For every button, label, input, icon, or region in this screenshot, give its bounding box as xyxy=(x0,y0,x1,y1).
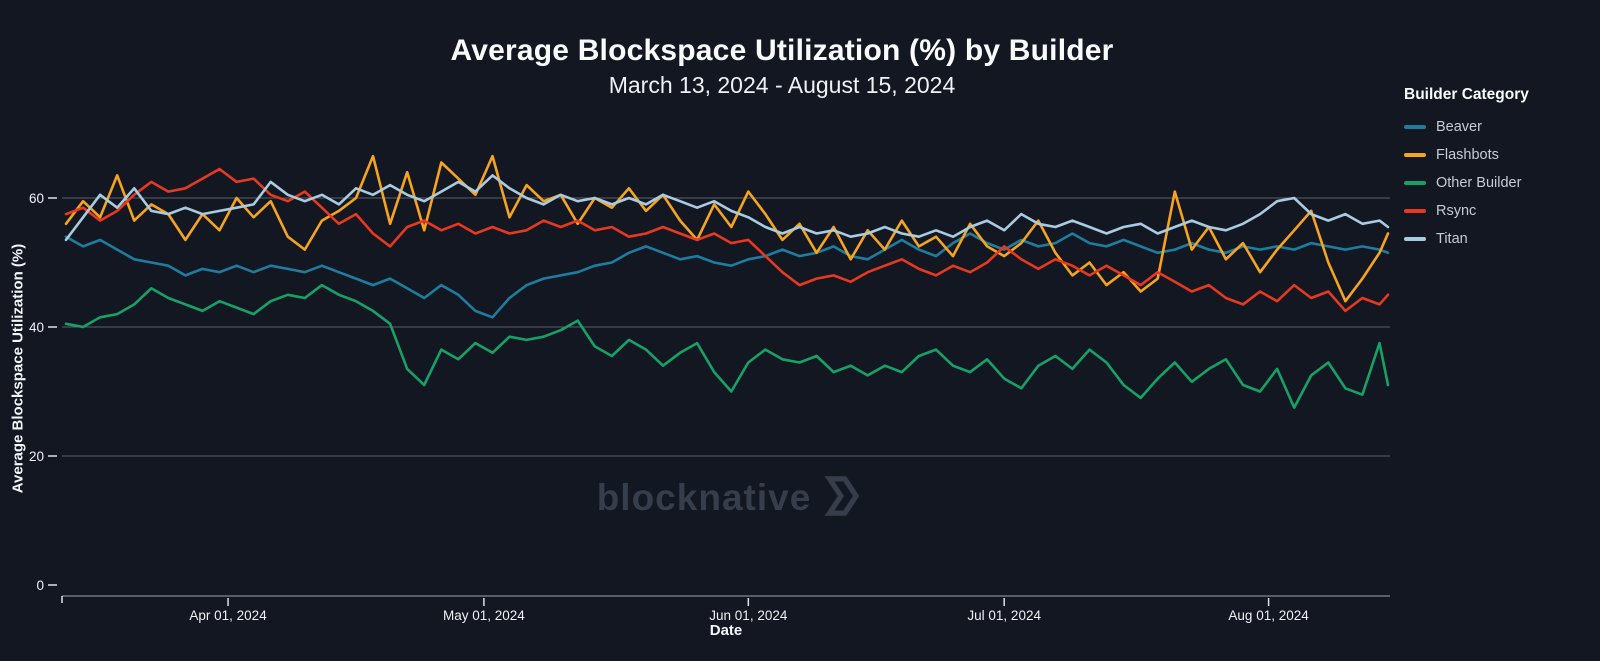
x-tick-label: May 01, 2024 xyxy=(443,608,525,623)
legend-swatch-icon xyxy=(1404,181,1426,185)
x-tick-label: Jul 01, 2024 xyxy=(967,608,1041,623)
x-tick-label: Jun 01, 2024 xyxy=(709,608,788,623)
legend-item-other-builder[interactable]: Other Builder xyxy=(1404,174,1594,192)
legend-item-label: Titan xyxy=(1436,231,1468,247)
legend-item-label: Flashbots xyxy=(1436,147,1499,163)
legend-item-flashbots[interactable]: Flashbots xyxy=(1404,146,1594,164)
y-axis-title: Average Blockspace Utilization (%) xyxy=(9,243,27,494)
series-line-titan[interactable] xyxy=(64,174,1390,242)
legend-item-rsync[interactable]: Rsync xyxy=(1404,202,1594,220)
legend: Builder Category Beaver Flashbots Other Bu… xyxy=(1404,86,1594,258)
legend-item-beaver[interactable]: Beaver xyxy=(1404,118,1594,136)
legend-item-label: Beaver xyxy=(1436,119,1482,135)
series-line-flashbots[interactable] xyxy=(64,154,1390,303)
series-line-other-builder[interactable] xyxy=(64,283,1390,409)
series-line-beaver[interactable] xyxy=(64,232,1390,319)
legend-swatch-icon xyxy=(1404,209,1426,213)
legend-item-titan[interactable]: Titan xyxy=(1404,230,1594,248)
x-axis-title: Date xyxy=(709,622,743,639)
y-tick-label: 40 xyxy=(29,320,44,335)
page-subtitle: March 13, 2024 - August 15, 2024 xyxy=(608,72,956,98)
x-tick-label: Apr 01, 2024 xyxy=(189,608,267,623)
legend-swatch-icon xyxy=(1404,125,1426,129)
legend-title: Builder Category xyxy=(1404,86,1529,103)
page-title: Average Blockspace Utilization (%) by Bu… xyxy=(450,34,1114,67)
y-tick-label: 0 xyxy=(36,578,44,593)
legend-swatch-icon xyxy=(1404,237,1426,241)
series-line-rsync[interactable] xyxy=(64,167,1390,313)
legend-swatch-icon xyxy=(1404,153,1426,157)
legend-item-label: Rsync xyxy=(1436,203,1477,219)
y-tick-label: 20 xyxy=(29,449,44,464)
x-tick-label: Aug 01, 2024 xyxy=(1228,608,1309,623)
legend-item-label: Other Builder xyxy=(1436,175,1522,191)
y-tick-label: 60 xyxy=(29,191,44,206)
